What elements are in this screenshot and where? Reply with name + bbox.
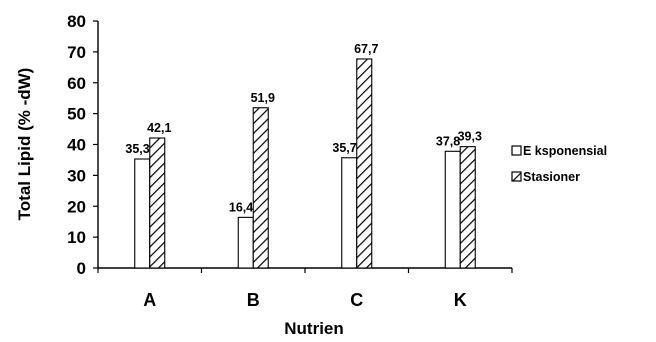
data-label: 39,3 (458, 130, 482, 144)
data-label: 35,7 (332, 141, 356, 155)
y-tick-label: 40 (67, 136, 86, 155)
y-tick-label: 30 (67, 166, 86, 185)
legend-swatch-eksponensial (511, 145, 522, 156)
y-tick-label: 0 (77, 259, 86, 278)
legend-label-stasioner: Stasioner (523, 170, 580, 184)
y-tick-label: 60 (67, 74, 86, 93)
x-category-label: A (143, 290, 156, 310)
bar-stasioner-b (252, 107, 269, 269)
bar-eksponensial-b (237, 216, 254, 269)
data-label: 37,8 (436, 134, 460, 148)
bar-stasioner-a (149, 137, 166, 269)
data-label: 51,9 (251, 91, 275, 105)
x-category-label: C (350, 290, 363, 310)
data-label: 35,3 (125, 142, 149, 156)
y-tick-label: 20 (67, 197, 86, 216)
bar-stasioner-k (459, 146, 476, 269)
bar-eksponensial-c (341, 157, 358, 269)
x-category-label: K (454, 290, 467, 310)
x-category-label: B (247, 290, 260, 310)
bar-eksponensial-a (134, 158, 151, 269)
data-label: 16,4 (229, 200, 253, 214)
legend-swatch-stasioner (511, 171, 522, 182)
y-axis-title: Total Lipid (% -dW) (15, 68, 34, 221)
data-label: 42,1 (147, 121, 171, 135)
x-axis-title: Nutrien (284, 319, 344, 338)
legend: E ksponensial Stasioner (511, 144, 607, 184)
y-tick-label: 70 (67, 43, 86, 62)
data-label: 67,7 (354, 42, 378, 56)
y-tick-label: 50 (67, 105, 86, 124)
plot-area: 0 10 20 30 40 50 60 70 80 A 35,3 42,1 B 16,4 51,9 C 35,7… (67, 12, 513, 310)
legend-label-eksponensial: E ksponensial (523, 144, 607, 158)
y-tick-label: 80 (67, 12, 86, 31)
bar-eksponensial-k (444, 150, 461, 269)
y-tick-label: 10 (67, 228, 86, 247)
bar-stasioner-c (356, 58, 373, 269)
